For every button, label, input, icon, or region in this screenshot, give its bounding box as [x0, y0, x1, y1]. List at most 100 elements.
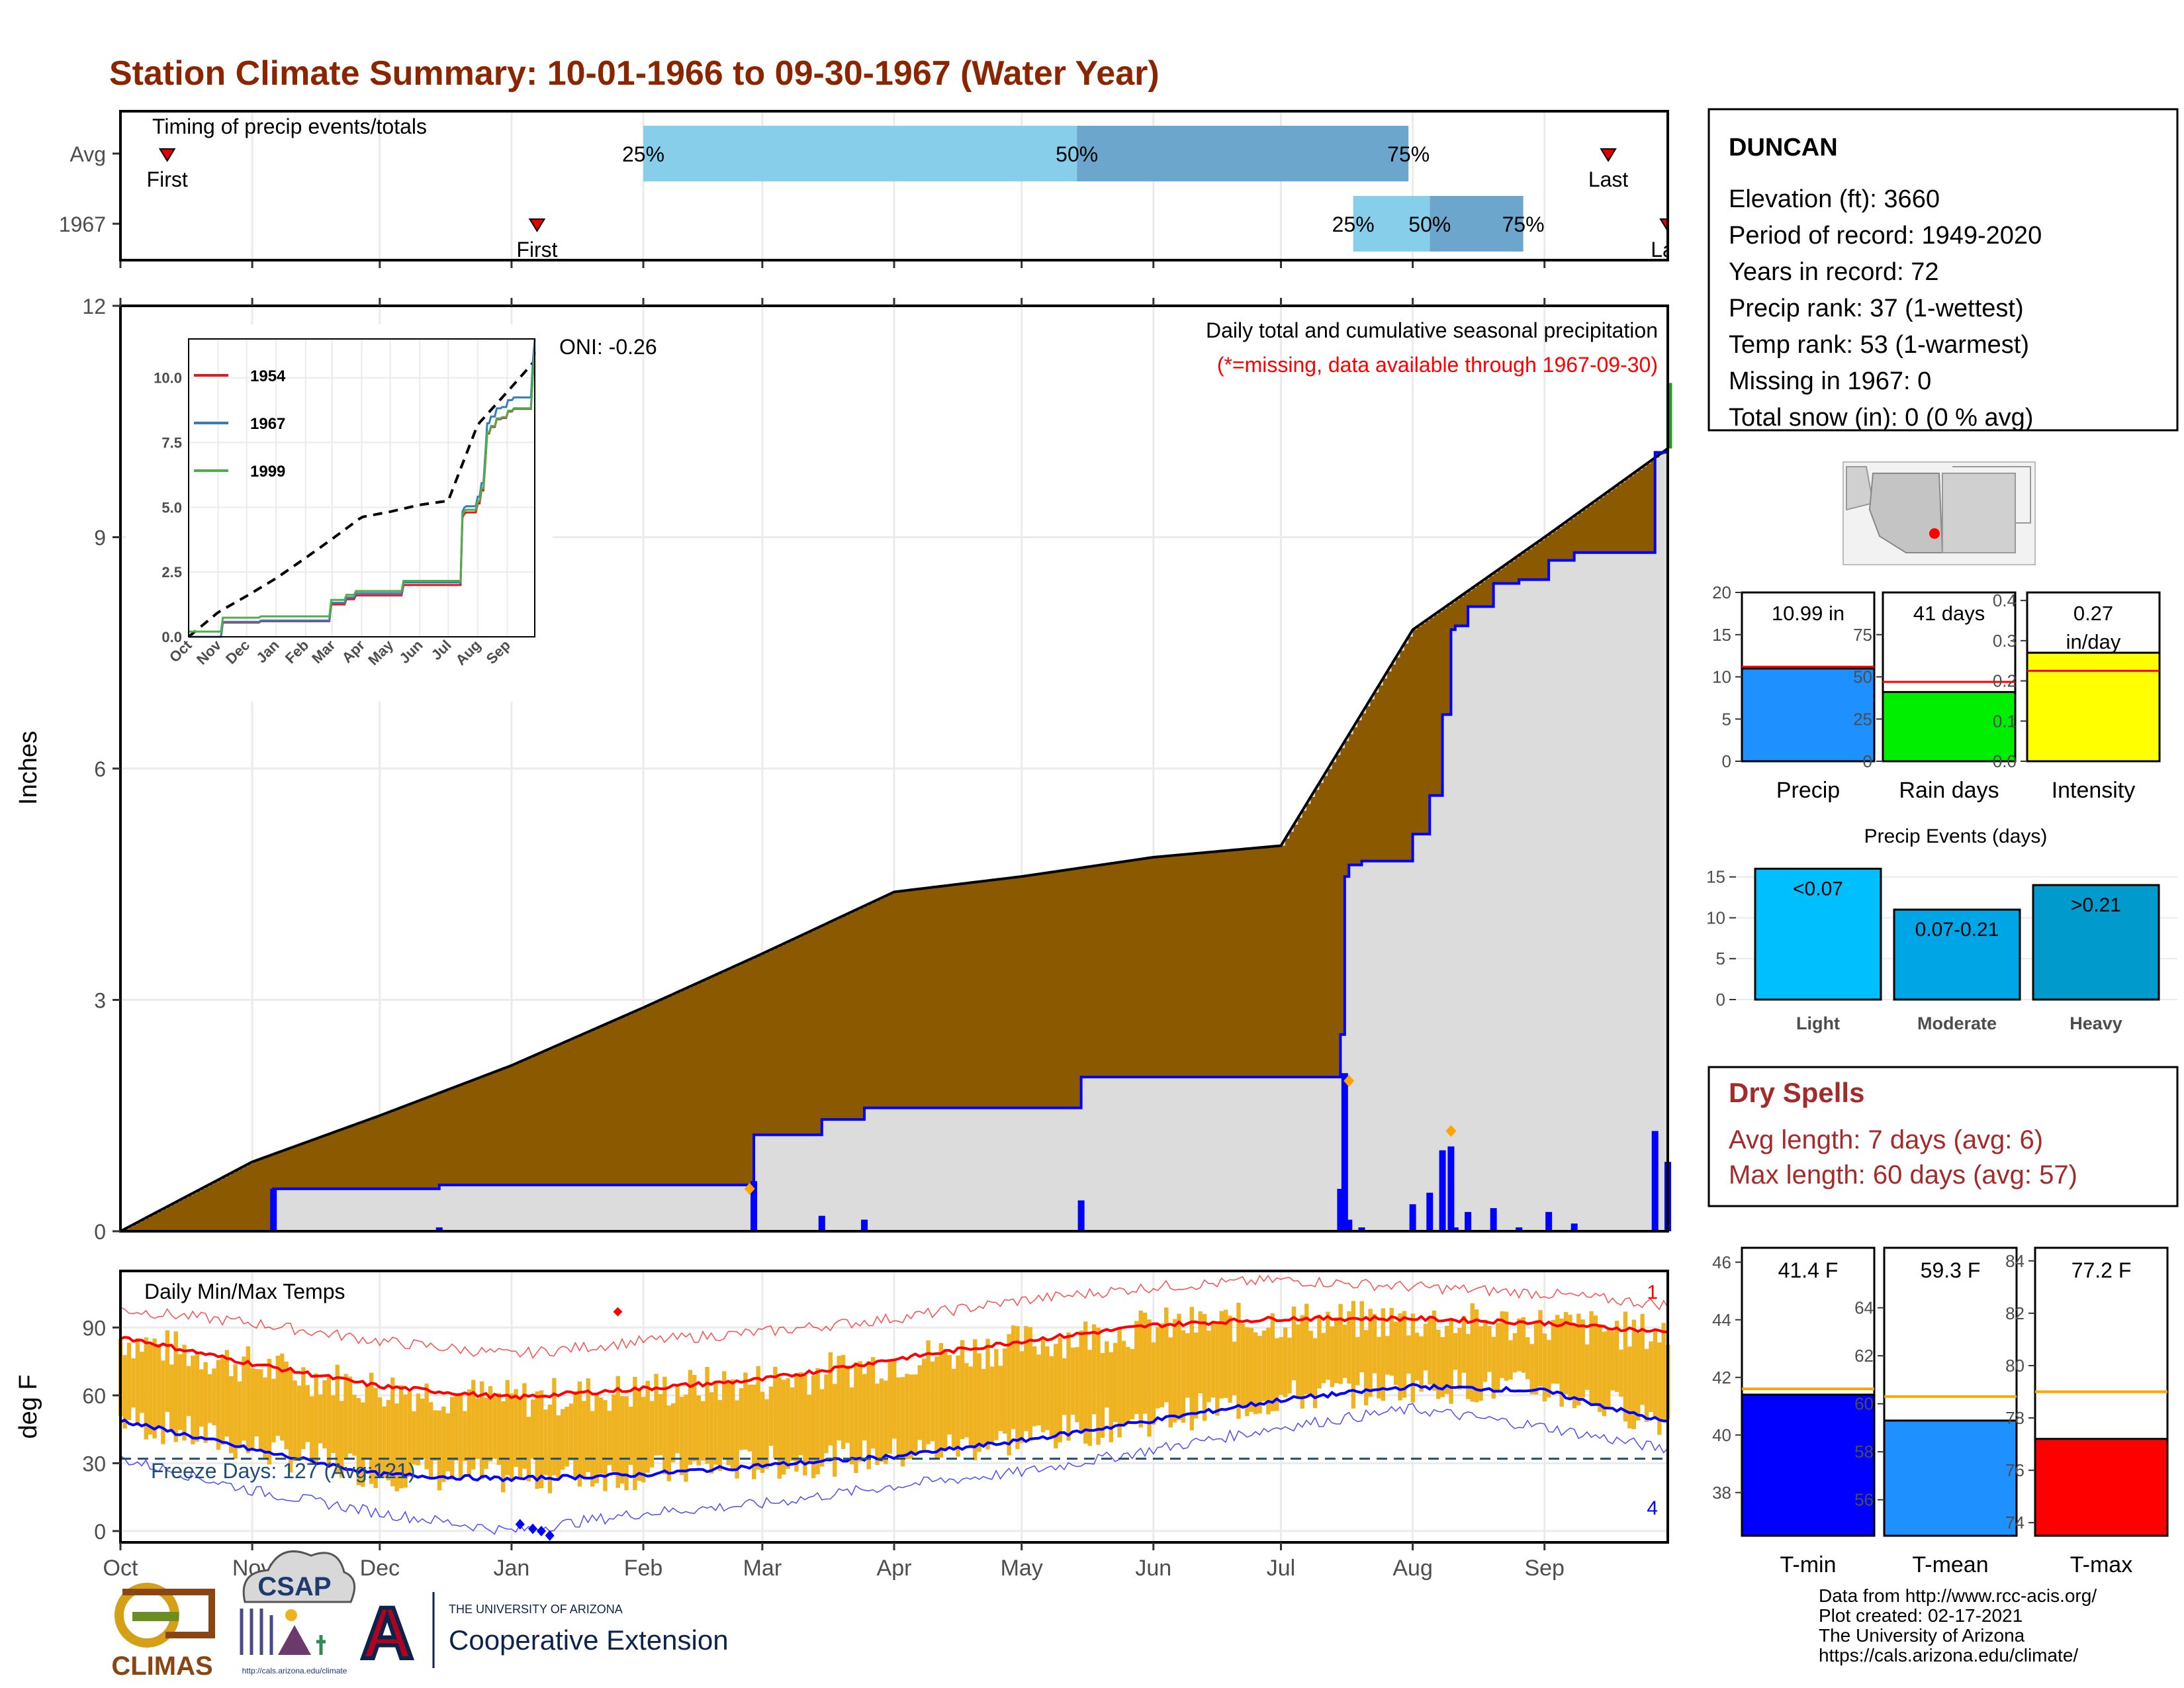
daily-temp-bar — [1232, 1341, 1237, 1395]
daily-temp-bar — [1351, 1301, 1356, 1409]
daily-precip-bar — [1447, 1146, 1455, 1231]
y-tick-label: 60 — [82, 1384, 106, 1408]
summary-y-tick-label: 25 — [1853, 709, 1872, 729]
daily-temp-bar — [547, 1404, 553, 1493]
daily-temp-bar — [913, 1374, 918, 1456]
inset-y-tick-label: 7.5 — [161, 435, 182, 451]
daily-temp-bar — [641, 1397, 646, 1483]
daily-temp-bar — [951, 1368, 956, 1448]
info-line: Temp rank: 53 (1-warmest) — [1729, 331, 2029, 359]
daily-temp-bar — [1321, 1333, 1326, 1383]
daily-temp-bar — [790, 1387, 795, 1461]
daily-temp-bar — [1415, 1333, 1420, 1381]
daily-temp-bar — [760, 1391, 765, 1474]
daily-temp-bar — [1381, 1308, 1386, 1401]
summary-y-tick-label: 0.2 — [1993, 671, 2017, 691]
daily-temp-bar — [326, 1376, 332, 1464]
daily-temp-bar — [424, 1383, 429, 1470]
csap-url: http://cals.arizona.edu/climate — [242, 1666, 347, 1675]
inset-y-tick-label: 10.0 — [154, 370, 182, 387]
daily-max-marker — [1445, 1125, 1457, 1137]
daily-temp-bar — [501, 1401, 506, 1493]
timing-panel: Timing of precip events/totals 25% 50% 75% F… — [59, 109, 1696, 264]
daily-temp-bar — [1206, 1331, 1211, 1403]
daily-temp-bar — [1019, 1351, 1024, 1443]
timing-row-label: 1967 — [59, 212, 106, 236]
daily-temp-bar — [1393, 1321, 1398, 1385]
daily-temp-bar — [271, 1378, 276, 1442]
daily-temp-bar — [675, 1384, 680, 1454]
locator-map — [1843, 461, 2036, 565]
daily-temp-bar — [386, 1400, 391, 1481]
record-high-marker — [613, 1307, 623, 1317]
daily-temp-bar — [1045, 1346, 1050, 1430]
daily-temp-bar — [1589, 1311, 1594, 1405]
info-line: Elevation (ft): 3660 — [1729, 185, 1940, 213]
daily-temp-bar — [182, 1344, 187, 1441]
daily-temp-bar — [373, 1387, 378, 1489]
events-category-label: Light — [1796, 1013, 1840, 1033]
info-line: Precip rank: 37 (1-wettest) — [1729, 295, 2024, 322]
daily-temp-bar — [467, 1389, 472, 1476]
inset-series-line — [189, 352, 536, 633]
footer-line: The University of Arizona — [1819, 1625, 2025, 1646]
daily-temp-bar — [1657, 1342, 1662, 1435]
daily-temp-bar — [1164, 1307, 1169, 1403]
daily-temp-bar — [628, 1406, 633, 1465]
daily-temp-bar — [1300, 1315, 1305, 1409]
daily-temp-bar — [518, 1399, 523, 1479]
daily-temp-bar — [1402, 1311, 1407, 1398]
daily-temp-bar — [1079, 1330, 1084, 1434]
daily-temp-bar — [1593, 1315, 1598, 1405]
record-low-marker — [536, 1525, 546, 1536]
events-bar — [1754, 867, 1882, 1001]
daily-temp-bar — [1525, 1337, 1530, 1380]
daily-temp-bar — [1440, 1336, 1445, 1397]
timing-pct-label: 25% — [622, 142, 664, 166]
daily-temp-bar — [169, 1364, 174, 1432]
daily-precip-bar — [1451, 1227, 1459, 1231]
daily-temp-bar — [633, 1377, 637, 1490]
daily-temp-bar — [603, 1400, 608, 1491]
inset-y-tick-label: 0.0 — [161, 629, 182, 645]
daily-temp-bar — [496, 1393, 502, 1465]
timing-bar-25-50 — [643, 126, 1077, 181]
daily-temp-bar — [1470, 1303, 1475, 1402]
daily-temp-bar — [1533, 1321, 1539, 1395]
month-label: Jul — [1267, 1556, 1295, 1581]
daily-temp-bar — [412, 1411, 416, 1465]
y-tick-label: 12 — [82, 295, 106, 318]
daily-temp-bar — [586, 1378, 590, 1472]
inset-y-tick-label: 2.5 — [161, 564, 182, 581]
daily-temp-bar — [747, 1384, 752, 1452]
daily-temp-bar — [135, 1338, 140, 1426]
daily-temp-bar — [598, 1397, 604, 1474]
daily-temp-bar — [819, 1389, 825, 1467]
daily-temp-bar — [382, 1406, 387, 1478]
daily-temp-bar — [1261, 1330, 1267, 1401]
daily-temp-bar — [556, 1415, 561, 1480]
daily-temp-bar — [246, 1346, 251, 1454]
daily-temp-bar — [684, 1394, 688, 1482]
record-low-marker — [545, 1530, 555, 1541]
daily-temp-bar — [743, 1372, 748, 1450]
summary-value-label: in/day — [2066, 630, 2121, 653]
daily-temp-bar — [1504, 1311, 1509, 1381]
events-bar — [1893, 908, 2021, 1001]
record-low-marker — [528, 1523, 538, 1534]
daily-temp-bar — [1058, 1337, 1062, 1442]
daily-temp-bar — [837, 1356, 841, 1441]
daily-temp-bar — [858, 1361, 863, 1462]
info-line: Missing in 1967: 0 — [1729, 367, 1931, 395]
daily-precip-bar — [1516, 1227, 1523, 1231]
daily-temp-bar — [293, 1380, 297, 1462]
daily-temp-bar — [1649, 1341, 1653, 1413]
daily-temp-bar — [531, 1399, 535, 1459]
daily-temp-bar — [203, 1362, 208, 1443]
daily-temp-bar — [420, 1398, 425, 1459]
first-event-marker — [528, 218, 546, 232]
events-bar-label: >0.21 — [2071, 894, 2121, 916]
dry-spells-title: Dry Spells — [1729, 1077, 1864, 1108]
daily-temp-bar — [148, 1344, 153, 1435]
